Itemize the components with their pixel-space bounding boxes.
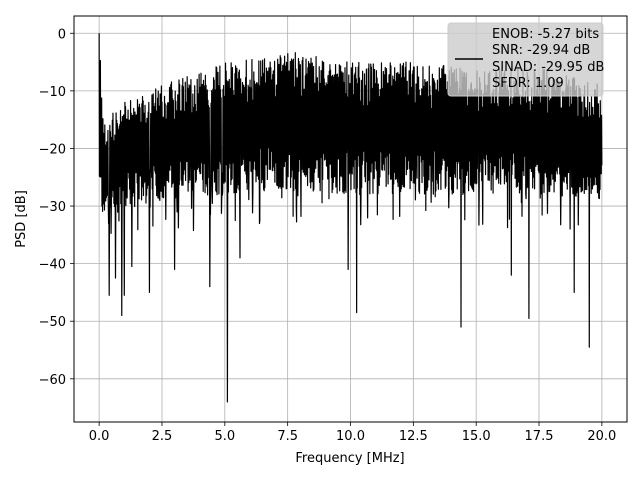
x-tick-label: 15.0 [462, 429, 491, 444]
x-tick-label: 0.0 [89, 429, 110, 444]
x-axis-label: Frequency [MHz] [295, 451, 404, 466]
y-axis-label: PSD [dB] [14, 190, 29, 248]
y-tick-label: −10 [39, 85, 66, 100]
y-tick-label: 0 [58, 27, 66, 42]
x-tick-label: 12.5 [399, 429, 428, 444]
legend: ENOB: -5.27 bits SNR: -29.94 dB SINAD: -… [447, 22, 604, 97]
y-axis-ticks: 0 −10 −20 −30 −40 −50 −60 [39, 27, 74, 388]
legend-line-sinad: SINAD: -29.95 dB [492, 60, 604, 75]
y-tick-label: −50 [39, 315, 66, 330]
x-tick-label: 17.5 [525, 429, 554, 444]
legend-line-snr: SNR: -29.94 dB [492, 43, 590, 58]
y-tick-label: −30 [39, 200, 66, 215]
x-tick-label: 5.0 [214, 429, 235, 444]
legend-line-enob: ENOB: -5.27 bits [492, 27, 599, 42]
legend-line-sfdr: SFDR: 1.09 [492, 76, 564, 91]
x-tick-label: 7.5 [277, 429, 298, 444]
psd-series [98, 33, 603, 403]
x-tick-label: 10.0 [336, 429, 365, 444]
psd-line [98, 33, 603, 403]
x-tick-label: 20.0 [587, 429, 616, 444]
x-tick-label: 2.5 [152, 429, 173, 444]
y-tick-label: −20 [39, 142, 66, 157]
y-tick-label: −40 [39, 258, 66, 273]
legend-box [447, 22, 604, 97]
x-axis-ticks: 0.0 2.5 5.0 7.5 10.0 12.5 15.0 17.5 20.0 [89, 422, 616, 444]
y-tick-label: −60 [39, 373, 66, 388]
